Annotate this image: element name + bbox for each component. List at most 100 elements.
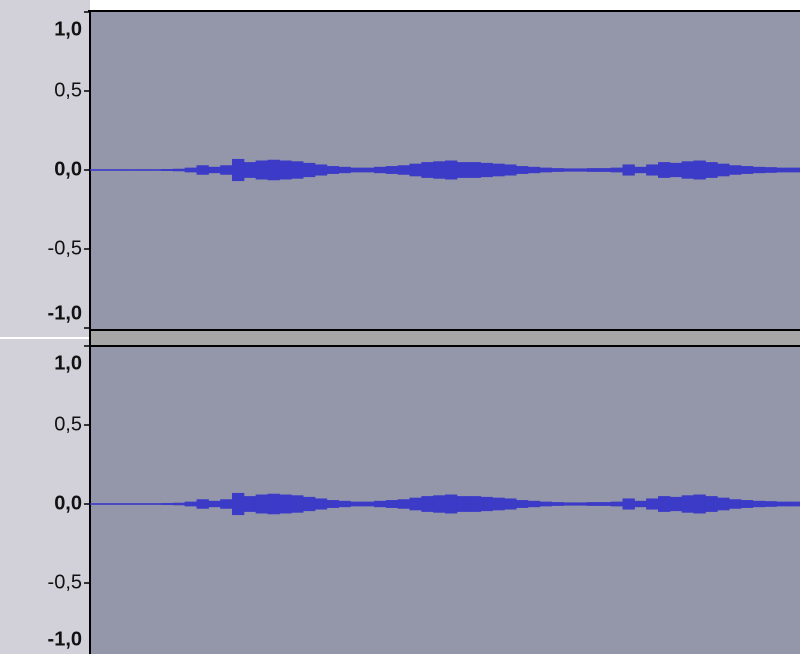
- waveform-segment: [658, 496, 671, 512]
- waveform-segment: [717, 163, 730, 177]
- waveform-segment: [658, 162, 671, 178]
- waveform-segment: [776, 501, 789, 507]
- waveform-segment: [669, 162, 683, 178]
- y-tick-label: 0,0: [54, 492, 82, 514]
- waveform-segment: [563, 502, 576, 506]
- waveform-segment: [717, 497, 730, 511]
- waveform-segment: [551, 502, 564, 506]
- waveform-segment: [196, 499, 209, 509]
- waveform-segment: [539, 167, 552, 173]
- waveform-segment: [634, 500, 647, 508]
- waveform-segment: [184, 167, 197, 173]
- waveform-segment: [468, 162, 481, 178]
- waveform-segment: [113, 503, 126, 505]
- waveform-segment: [137, 169, 150, 171]
- waveform-segment: [314, 164, 328, 176]
- waveform-segment: [101, 169, 115, 171]
- waveform-segment: [492, 497, 505, 511]
- waveform-segment: [598, 168, 612, 172]
- waveform-segment: [516, 166, 529, 174]
- waveform-segment: [303, 496, 316, 512]
- waveform-segment: [338, 166, 351, 174]
- waveform-segment: [634, 166, 647, 174]
- y-tick-label: 1,0: [54, 18, 82, 40]
- waveform-segment: [433, 495, 446, 513]
- waveform-segment: [610, 501, 623, 507]
- waveform-segment: [646, 164, 659, 176]
- waveform-segment: [480, 162, 493, 178]
- waveform-segment: [480, 496, 493, 512]
- waveform-segment: [350, 167, 363, 173]
- y-tick-label: 0,5: [54, 413, 82, 435]
- waveform-segment: [729, 165, 742, 175]
- waveform-segment: [516, 500, 529, 508]
- waveform-segment: [433, 161, 446, 179]
- waveform-segment: [208, 166, 221, 174]
- waveform-segment: [385, 500, 399, 508]
- y-tick-label: 0,5: [54, 79, 82, 101]
- y-tick-label: 1,0: [54, 352, 82, 374]
- track-separator: [90, 330, 800, 346]
- waveform-segment: [587, 502, 600, 506]
- waveform-segment: [161, 503, 174, 505]
- ruler-background: [0, 0, 90, 654]
- waveform-segment: [669, 496, 683, 512]
- y-tick-label: -0,5: [48, 237, 82, 259]
- waveform-segment: [693, 494, 706, 514]
- y-tick-label: 0,0: [54, 158, 82, 180]
- waveform-segment: [149, 503, 162, 505]
- waveform-segment: [740, 166, 754, 174]
- waveform-segment: [504, 498, 517, 510]
- waveform-segment: [326, 500, 339, 508]
- waveform-segment: [681, 495, 694, 513]
- waveform-segment: [788, 501, 800, 507]
- waveform-segment: [776, 167, 789, 173]
- waveform-segment: [137, 503, 150, 505]
- waveform-segment: [267, 159, 280, 181]
- waveform-segment: [279, 494, 292, 514]
- waveform-segment: [764, 167, 777, 173]
- waveform-segment: [374, 166, 387, 174]
- waveform-segment: [243, 162, 257, 178]
- waveform-segment: [374, 500, 387, 508]
- y-tick-label: -1,0: [48, 302, 82, 324]
- waveform-segment: [125, 503, 138, 505]
- waveform-segment: [752, 166, 765, 174]
- waveform-segment: [598, 502, 612, 506]
- waveform-segment: [681, 161, 694, 179]
- waveform-segment: [232, 158, 245, 182]
- waveform-segment: [409, 497, 422, 511]
- waveform-segment: [575, 502, 588, 506]
- waveform-segment: [220, 499, 233, 509]
- waveform-segment: [705, 162, 718, 178]
- waveform-segment: [350, 501, 363, 507]
- waveform-segment: [421, 496, 434, 512]
- waveform-segment: [220, 165, 233, 175]
- waveform-segment: [445, 494, 458, 514]
- waveform-segment: [303, 162, 316, 178]
- waveform-segment: [563, 168, 576, 172]
- waveform-segment: [764, 501, 777, 507]
- waveform-segment: [90, 169, 103, 171]
- waveform-segment: [456, 496, 470, 512]
- waveform-segment: [504, 164, 517, 176]
- waveform-segment: [101, 503, 115, 505]
- waveform-segment: [622, 164, 635, 176]
- waveform-segment: [149, 169, 162, 171]
- waveform-segment: [291, 495, 304, 513]
- waveform-segment: [445, 160, 458, 180]
- waveform-segment: [527, 500, 541, 508]
- waveform-segment: [788, 167, 800, 173]
- waveform-segment: [314, 498, 328, 510]
- waveform-segment: [161, 169, 174, 171]
- waveform-segment: [539, 501, 552, 507]
- waveform-segment: [326, 166, 339, 174]
- waveform-segment: [421, 162, 434, 178]
- waveform-segment: [575, 168, 588, 172]
- waveform-segment: [113, 169, 126, 171]
- waveform-segment: [492, 163, 505, 177]
- waveform-segment: [362, 167, 375, 173]
- waveform-segment: [255, 160, 268, 180]
